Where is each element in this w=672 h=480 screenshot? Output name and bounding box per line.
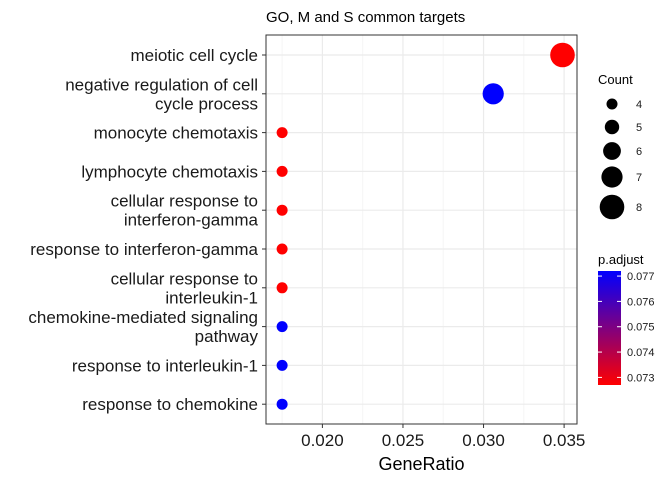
x-axis-title: GeneRatio <box>378 454 464 474</box>
y-tick-label: cellular response to interferon-gamma <box>111 192 259 230</box>
x-tick-label: 0.025 <box>382 431 425 450</box>
y-tick-label: chemokine-mediated signaling pathway <box>28 308 258 346</box>
data-point <box>482 83 504 105</box>
panel-border <box>265 34 578 425</box>
count-legend-key <box>604 119 620 135</box>
padjust-tick-label: 0.073 <box>627 372 655 384</box>
y-tick-label: monocyte chemotaxis <box>94 124 258 143</box>
x-tick-label: 0.035 <box>543 431 586 450</box>
y-axis-labels: meiotic cell cycle negative regulation of… <box>28 46 266 414</box>
data-point <box>276 165 288 177</box>
x-tick-label: 0.020 <box>301 431 344 450</box>
data-point <box>276 204 288 216</box>
y-tick-label: response to interferon-gamma <box>30 240 258 259</box>
padjust-tick-label: 0.075 <box>627 322 655 334</box>
data-point <box>276 243 288 255</box>
padjust-colorbar <box>598 271 621 385</box>
padjust-tick-label: 0.076 <box>627 296 655 308</box>
chart-title: GO, M and S common targets <box>266 9 465 26</box>
data-points <box>276 42 575 410</box>
y-tick-label: meiotic cell cycle <box>130 46 258 65</box>
panel-background <box>266 35 577 424</box>
data-point <box>276 398 288 410</box>
y-tick-label: response to interleukin-1 <box>72 356 258 375</box>
y-tick-label: cellular response to interleukin-1 <box>111 269 258 307</box>
y-tick-label: lymphocyte chemotaxis <box>81 162 258 181</box>
data-point <box>550 42 575 68</box>
count-legend-key <box>603 142 621 160</box>
padjust-tick-label: 0.077 <box>627 271 655 283</box>
count-legend-key <box>599 194 625 220</box>
x-tick-label: 0.030 <box>462 431 505 450</box>
data-point <box>276 127 288 139</box>
padjust-legend: p.adjust 0.073 0.074 0.075 0.076 0.077 <box>598 252 655 385</box>
padjust-legend-title: p.adjust <box>598 252 644 267</box>
x-axis: 0.020 0.025 0.030 0.035 <box>301 424 585 450</box>
y-tick-label: negative regulation of cell cycle process <box>65 75 258 113</box>
data-point <box>276 282 288 294</box>
count-legend-label: 4 <box>636 99 642 111</box>
count-legend-label: 7 <box>636 172 642 184</box>
plot-panel <box>265 34 578 425</box>
padjust-tick-label: 0.074 <box>627 347 655 359</box>
count-legend-label: 8 <box>636 202 642 214</box>
data-point <box>276 321 288 333</box>
y-tick-label: response to chemokine <box>82 395 258 414</box>
grid-lines <box>266 35 577 424</box>
data-point <box>276 359 288 371</box>
count-legend-title: Count <box>598 72 633 87</box>
count-legend-label: 6 <box>636 146 642 158</box>
count-legend-key <box>606 98 618 110</box>
count-legend-key <box>601 166 623 188</box>
count-legend: Count 4 5 6 7 8 <box>598 72 642 220</box>
count-legend-label: 5 <box>636 122 642 134</box>
